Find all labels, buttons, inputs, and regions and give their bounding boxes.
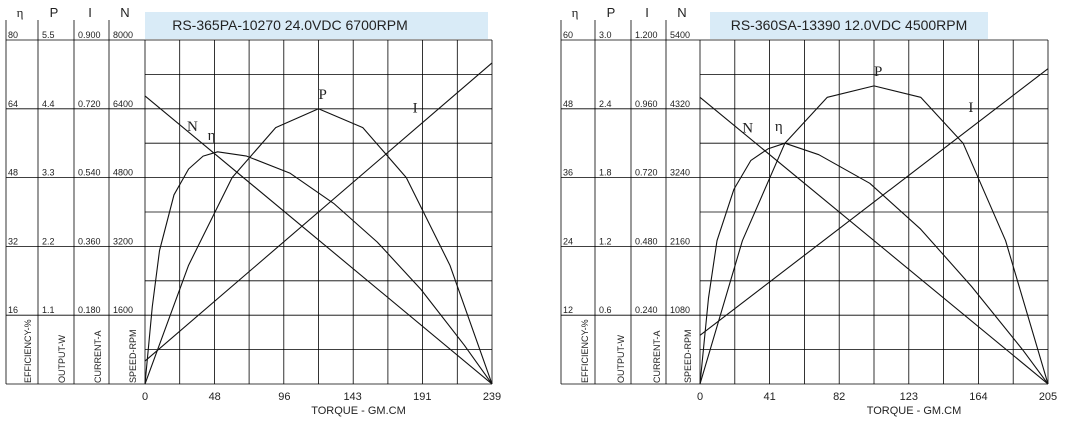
- curve-label: P: [874, 64, 882, 80]
- scale-value: 0.480: [635, 236, 658, 246]
- series-line-eta: [144, 151, 493, 385]
- header-label: N: [120, 5, 129, 20]
- axis-label-vertical: SPEED-RPM: [683, 329, 693, 383]
- series-line-p: [699, 85, 1049, 385]
- scale-value: 48: [563, 99, 573, 109]
- x-axis-label: TORQUE - GM.CM: [867, 405, 962, 417]
- axis-label-vertical: EFFICIENCY-%: [23, 319, 33, 383]
- x-tick-label: 41: [763, 391, 775, 403]
- series-line-n: [699, 96, 1049, 385]
- scale-value: 2.4: [599, 99, 612, 109]
- scale-value: 5.5: [42, 30, 55, 40]
- scale-value: 12: [563, 305, 573, 315]
- axis-label-vertical: SPEED-RPM: [128, 329, 138, 383]
- series-line-p: [144, 108, 493, 385]
- scale-value: 1.8: [599, 168, 612, 178]
- chart-title: RS-360SA-13390 12.0VDC 4500RPM: [731, 17, 968, 33]
- series-line-i: [699, 68, 1049, 336]
- scale-value: 3200: [113, 236, 133, 246]
- scale-value: 48: [8, 168, 18, 178]
- scale-value: 0.720: [635, 168, 658, 178]
- header-label: η: [572, 5, 579, 20]
- x-tick-label: 123: [900, 391, 918, 403]
- header-label: I: [645, 5, 649, 20]
- header-label: η: [17, 5, 24, 20]
- scale-value: 1080: [670, 305, 690, 315]
- header-label: N: [677, 5, 686, 20]
- scale-value: 0.900: [78, 30, 101, 40]
- x-tick-label: 205: [1039, 391, 1057, 403]
- x-tick-label: 143: [343, 391, 361, 403]
- chart-title-box: [145, 12, 488, 39]
- curve-label: I: [968, 100, 973, 116]
- scale-value: 2160: [670, 236, 690, 246]
- axis-label-vertical: EFFICIENCY-%: [580, 319, 590, 383]
- header-label: I: [88, 5, 92, 20]
- scale-value: 8000: [113, 30, 133, 40]
- header-label: P: [50, 5, 59, 20]
- curve-label: I: [413, 101, 418, 117]
- scale-value: 4.4: [42, 99, 55, 109]
- scale-value: 36: [563, 168, 573, 178]
- x-tick-label: 0: [697, 391, 703, 403]
- scale-value: 4800: [113, 168, 133, 178]
- x-tick-label: 164: [969, 391, 987, 403]
- chart-body: η P I N 80 64 48 32 16 5.5 4.4 3.3 2.2 1.1 0.900 0.720 0…: [5, 5, 501, 417]
- scale-value: 64: [8, 99, 18, 109]
- curve-label: N: [187, 119, 198, 135]
- scale-value: 0.360: [78, 236, 101, 246]
- x-tick-label: 191: [413, 391, 431, 403]
- scale-value: 1.2: [599, 236, 612, 246]
- header-label: P: [607, 5, 616, 20]
- curve-label: η: [208, 128, 216, 144]
- scale-value: 3.0: [599, 30, 612, 40]
- scale-value: 32: [8, 236, 18, 246]
- x-tick-label: 48: [209, 391, 221, 403]
- axis-label-vertical: OUTPUT-W: [616, 335, 626, 383]
- scale-value: 1600: [113, 305, 133, 315]
- chart-body: η P I N 60 48 36 24 12 3.0 2.4 1.8 1.2 0.6 1.200 0.960 0…: [560, 5, 1057, 417]
- chart-title: RS-365PA-10270 24.0VDC 6700RPM: [172, 17, 408, 33]
- scale-value: 3.3: [42, 168, 55, 178]
- scale-value: 0.240: [635, 305, 658, 315]
- scale-value: 0.6: [599, 305, 612, 315]
- curve-label: η: [775, 119, 783, 135]
- x-tick-label: 82: [833, 391, 845, 403]
- motor-chart-left: RS-365PA-10270 24.0VDC 6700RPM η P I N 80 64 4…: [5, 5, 501, 417]
- series-line-eta: [699, 142, 1049, 385]
- curve-label: N: [742, 120, 753, 136]
- x-axis-label: TORQUE - GM.CM: [311, 405, 406, 417]
- chart-title-box: [710, 12, 988, 39]
- scale-value: 3240: [670, 168, 690, 178]
- scale-value: 0.540: [78, 168, 101, 178]
- curve-label: P: [319, 87, 327, 103]
- axis-label-vertical: CURRENT-A: [93, 330, 103, 383]
- x-tick-label: 0: [142, 391, 148, 403]
- x-tick-label: 239: [483, 391, 501, 403]
- scale-value: 60: [563, 30, 573, 40]
- scale-value: 2.2: [42, 236, 55, 246]
- scale-value: 6400: [113, 99, 133, 109]
- scale-value: 1.1: [42, 305, 55, 315]
- scale-value: 1.200: [635, 30, 658, 40]
- x-tick-label: 96: [278, 391, 290, 403]
- series-line-n: [144, 95, 493, 385]
- axis-label-vertical: CURRENT-A: [652, 330, 662, 383]
- scale-value: 24: [563, 236, 573, 246]
- scale-value: 4320: [670, 99, 690, 109]
- scale-value: 80: [8, 30, 18, 40]
- motor-chart-right: RS-360SA-13390 12.0VDC 4500RPM η P I N 60 48 3…: [560, 5, 1057, 417]
- scale-value: 0.720: [78, 99, 101, 109]
- axis-label-vertical: OUTPUT-W: [57, 335, 67, 383]
- scale-value: 0.960: [635, 99, 658, 109]
- scale-value: 5400: [670, 30, 690, 40]
- scale-value: 0.180: [78, 305, 101, 315]
- scale-value: 16: [8, 305, 18, 315]
- series-line-i: [144, 62, 493, 362]
